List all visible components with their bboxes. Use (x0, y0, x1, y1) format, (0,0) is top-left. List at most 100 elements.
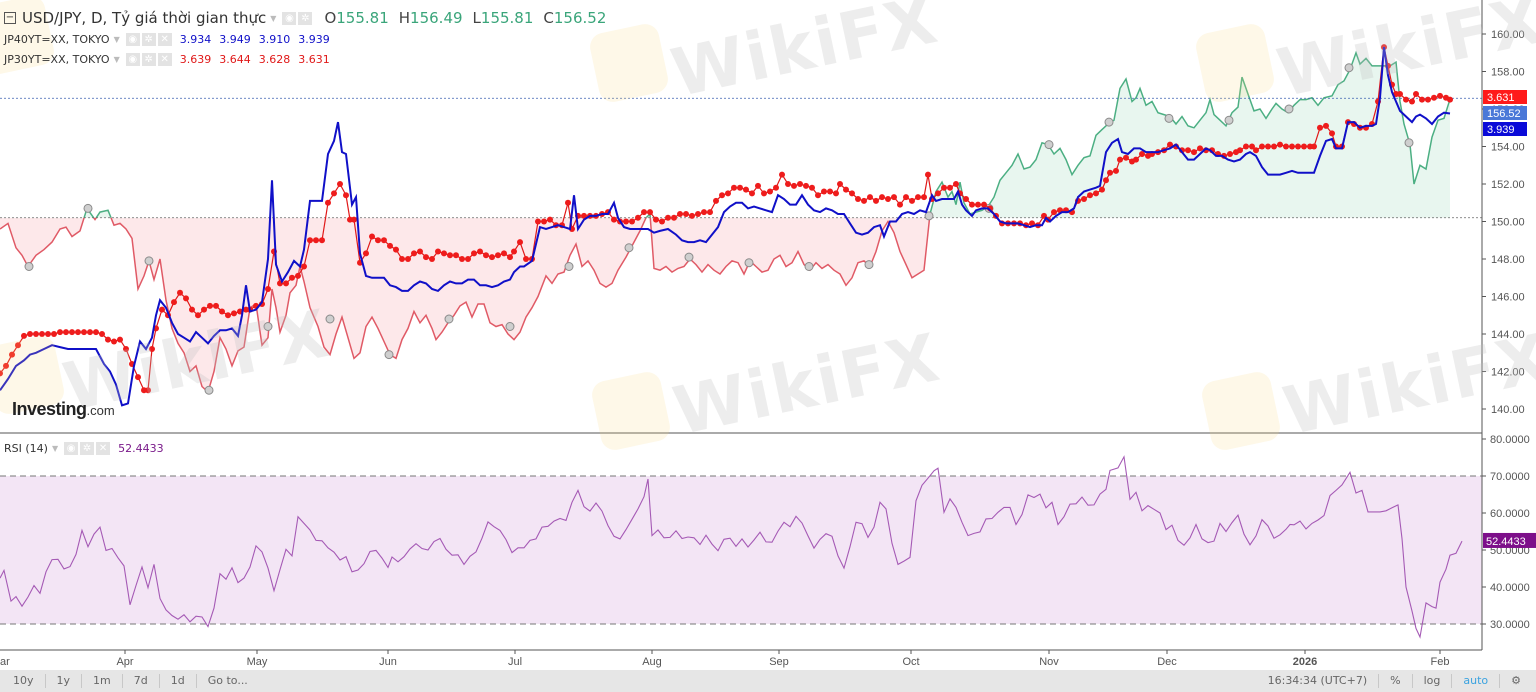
visibility-icon[interactable]: ◉ (64, 442, 79, 455)
event-marker[interactable] (684, 252, 694, 262)
event-marker[interactable] (384, 350, 394, 360)
event-marker[interactable] (444, 314, 454, 324)
gear-icon[interactable]: ✲ (298, 11, 313, 25)
jp30-point (737, 184, 743, 191)
close-icon[interactable]: ✕ (157, 53, 172, 66)
jp30-point (1113, 167, 1119, 174)
jp30-point (1123, 154, 1129, 161)
visibility-icon[interactable]: ◉ (125, 33, 140, 46)
chevron-down-icon[interactable]: ▼ (113, 55, 120, 64)
jp30-point (375, 237, 381, 244)
time-tick-label: Jul (508, 656, 522, 668)
log-scale-toggle[interactable]: log (1413, 674, 1453, 688)
jp30-point (635, 214, 641, 221)
goto-date-button[interactable]: Go to... (207, 674, 248, 687)
overlay-name[interactable]: JP40YT=XX, TOKYO (4, 33, 110, 46)
jp30-point (1311, 143, 1317, 150)
event-marker[interactable] (564, 262, 574, 271)
event-marker[interactable] (505, 322, 515, 331)
event-marker[interactable] (144, 256, 154, 266)
open-value: 155.81 (336, 9, 389, 27)
investing-logo-text: Investing (12, 399, 87, 419)
jp30-point (0, 370, 3, 377)
chevron-down-icon[interactable]: ▼ (51, 444, 59, 453)
range-10y-button[interactable]: 10y (2, 674, 46, 688)
auto-scale-toggle[interactable]: auto (1452, 674, 1501, 688)
gear-icon[interactable]: ✲ (141, 53, 156, 66)
jp30-point (1087, 192, 1093, 199)
event-marker[interactable] (24, 262, 34, 271)
overlay-name[interactable]: JP30YT=XX, TOKYO (4, 53, 110, 66)
range-1d-button[interactable]: 1d (160, 674, 197, 688)
visibility-icon[interactable]: ◉ (282, 11, 297, 25)
time-tick-label: ar (0, 656, 10, 668)
symbol-title[interactable]: USD/JPY, D, Tỷ giá thời gian thực (22, 9, 267, 27)
clock-timezone[interactable]: 16:34:34 (UTC+7) (1257, 674, 1380, 688)
jp30-point (429, 256, 435, 262)
jp30-point (849, 190, 855, 197)
jp30-point (351, 216, 357, 223)
jp30-point (925, 171, 931, 178)
event-marker[interactable] (1044, 140, 1054, 150)
price-tick-label: 160.00 (1491, 29, 1525, 41)
event-marker[interactable] (263, 322, 273, 331)
overlay-open: 3.639 (179, 53, 212, 66)
event-marker[interactable] (1284, 104, 1294, 114)
event-marker[interactable] (1224, 115, 1234, 125)
range-7d-button[interactable]: 7d (123, 674, 160, 688)
event-marker[interactable] (83, 203, 93, 213)
chevron-down-icon[interactable]: ▼ (270, 13, 277, 23)
gear-icon[interactable]: ✲ (141, 33, 156, 46)
collapse-legend-icon[interactable]: − (4, 12, 16, 24)
event-marker[interactable] (1104, 117, 1114, 127)
jp30-point (677, 211, 683, 217)
jp30-point (57, 329, 63, 336)
price-pane[interactable] (0, 44, 1482, 407)
event-marker[interactable] (624, 243, 634, 253)
settings-gear-icon[interactable]: ⚙ (1511, 674, 1521, 687)
jp30-point (453, 252, 459, 259)
jp30-point (1099, 186, 1105, 193)
jp30-point (1133, 156, 1139, 163)
jp30-point (231, 310, 237, 317)
jp30-point (1409, 98, 1415, 105)
rsi-controls: ◉ ✲ ✕ (64, 442, 111, 455)
percent-scale-toggle[interactable]: % (1379, 674, 1413, 688)
rsi-pane[interactable] (0, 455, 1482, 639)
chevron-down-icon[interactable]: ▼ (113, 35, 120, 44)
event-marker[interactable] (744, 258, 754, 268)
time-tick-label: Nov (1039, 656, 1059, 668)
jp30-point (207, 302, 213, 309)
jp30-point (1103, 177, 1109, 184)
rsi-label[interactable]: RSI (14) (4, 442, 48, 455)
close-icon[interactable]: ✕ (96, 442, 111, 455)
range-1m-button[interactable]: 1m (82, 674, 123, 688)
event-marker[interactable] (1164, 113, 1174, 123)
jp30-point (1107, 169, 1113, 176)
event-marker[interactable] (204, 385, 214, 395)
gear-icon[interactable]: ✲ (80, 442, 95, 455)
overlay-controls: ◉ ✲ ✕ (125, 33, 172, 46)
event-marker[interactable] (864, 260, 874, 270)
event-marker[interactable] (1344, 63, 1354, 73)
jp30-point (713, 197, 719, 204)
event-marker[interactable] (804, 262, 814, 271)
visibility-icon[interactable]: ◉ (125, 53, 140, 66)
jp30-point (797, 181, 803, 187)
jp30-point (1403, 96, 1409, 103)
jp30-point (689, 212, 695, 219)
jp30-point (459, 256, 465, 262)
event-marker[interactable] (325, 314, 335, 324)
price-tick-label: 146.00 (1491, 292, 1525, 304)
jp30-point (1413, 91, 1419, 97)
jp30-point (1117, 156, 1123, 163)
close-icon[interactable]: ✕ (157, 33, 172, 46)
jp30-point (873, 197, 879, 204)
overlay-close: 3.631 (298, 53, 330, 66)
event-marker[interactable] (924, 211, 934, 221)
event-marker[interactable] (1404, 138, 1414, 148)
bottom-toolbar: 10y 1y 1m 7d 1d Go to... 16:34:34 (UTC+7… (0, 670, 1536, 692)
range-1y-button[interactable]: 1y (46, 674, 83, 688)
